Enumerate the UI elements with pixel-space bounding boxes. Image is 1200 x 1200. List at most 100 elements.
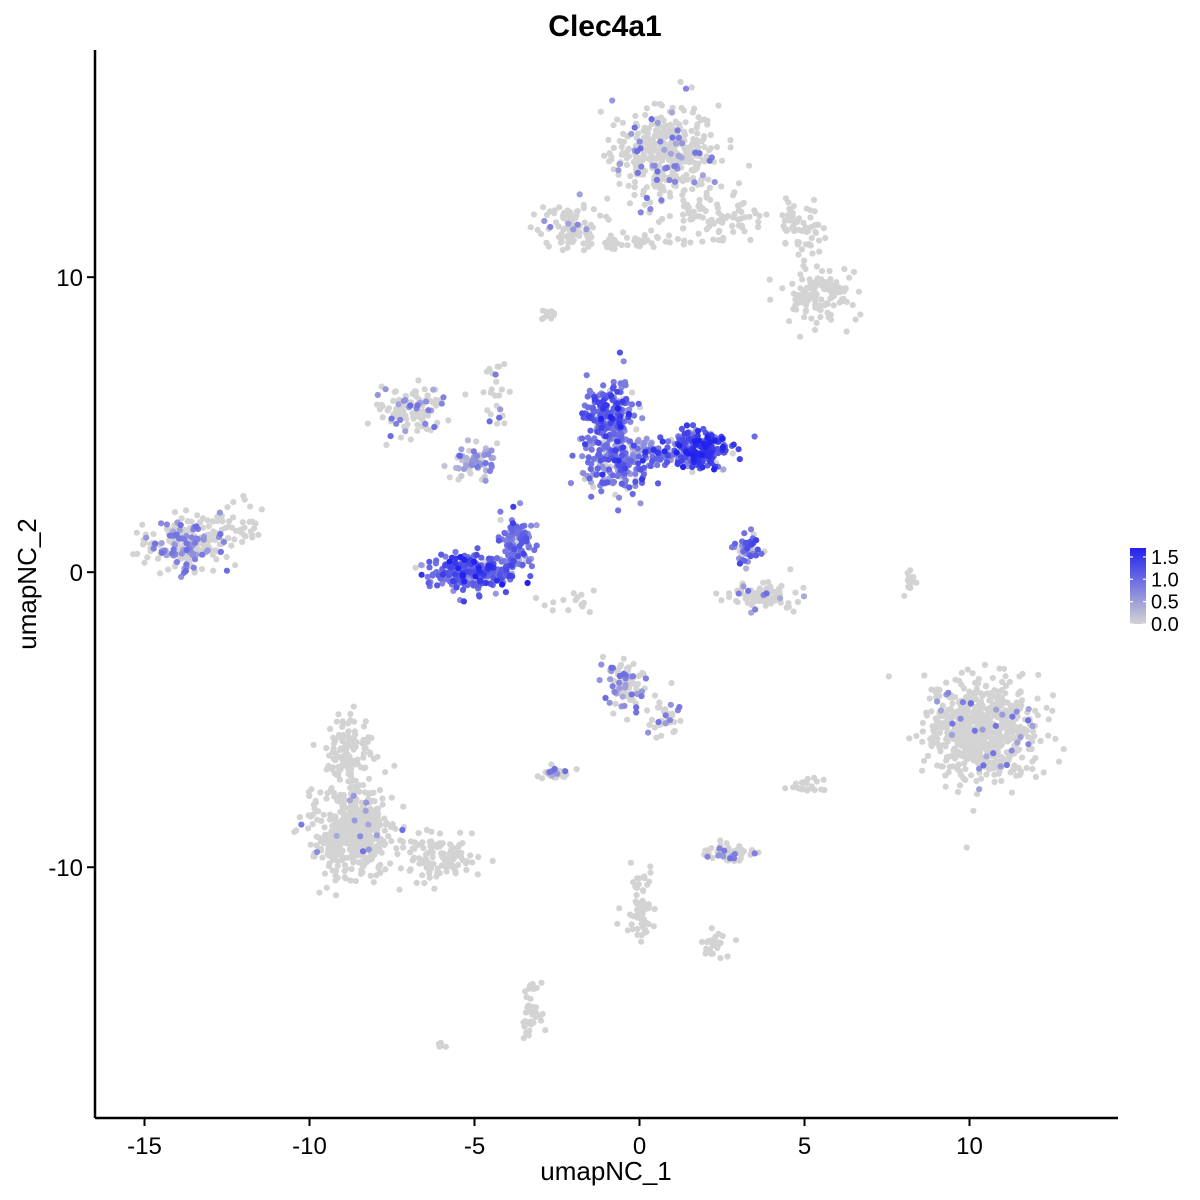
cell-point (350, 812, 357, 819)
cell-point (199, 524, 207, 531)
cell-point (619, 229, 627, 236)
cell-point (695, 160, 702, 167)
cell-point (659, 129, 666, 136)
cell-point (1011, 723, 1018, 730)
cell-point (475, 853, 482, 861)
cell-point (565, 220, 572, 227)
cell-point (846, 274, 853, 281)
cell-point (913, 732, 920, 740)
cell-point (986, 733, 993, 740)
cell-point (680, 463, 687, 471)
cell-point (1018, 697, 1026, 704)
cell-point (589, 224, 596, 231)
cell-point (590, 587, 597, 594)
cell-point (319, 854, 326, 861)
cell-point (340, 798, 348, 806)
cell-point (991, 771, 998, 778)
cell-point (431, 423, 438, 431)
cell-point (641, 201, 649, 208)
cell-point (809, 250, 816, 257)
cell-point (485, 451, 492, 458)
cell-point (620, 130, 627, 137)
cell-point (343, 840, 350, 847)
cell-point (638, 909, 645, 916)
cell-point (939, 742, 947, 749)
cell-point (347, 743, 354, 750)
cell-point (467, 852, 474, 859)
cell-point (664, 459, 671, 466)
cell-point (670, 729, 677, 736)
cell-point (823, 300, 831, 307)
cell-point (826, 267, 833, 275)
cell-point (476, 593, 483, 600)
cell-point (334, 823, 341, 830)
cell-point (945, 769, 952, 776)
cell-point (672, 118, 679, 125)
cell-point (468, 462, 475, 469)
cell-point (629, 389, 636, 396)
cell-point (345, 734, 352, 741)
cell-point (760, 579, 767, 586)
cell-point (382, 866, 389, 873)
cell-point (339, 737, 346, 745)
cell-point (423, 864, 430, 871)
y-tick-label: 10 (56, 265, 83, 292)
cell-point (661, 448, 668, 455)
cell-point (158, 549, 166, 556)
cell-point (765, 579, 772, 586)
cell-point (1029, 758, 1036, 765)
cell-point (633, 242, 640, 249)
cell-point (359, 848, 367, 855)
cell-point (530, 211, 538, 218)
cell-point (430, 860, 437, 867)
cell-point (463, 866, 470, 874)
cell-point (519, 523, 526, 530)
cell-point (651, 724, 658, 731)
cell-point (998, 697, 1005, 705)
cell-point (658, 197, 665, 204)
cell-point (374, 401, 381, 408)
cell-point (558, 238, 565, 245)
cell-point (291, 828, 298, 836)
cell-point (494, 420, 501, 427)
cell-point (486, 365, 493, 372)
cell-point (178, 515, 185, 522)
cell-point (555, 223, 562, 230)
cell-point (691, 105, 698, 112)
cell-point (144, 554, 151, 561)
cell-point (421, 386, 428, 393)
cell-point (1049, 692, 1057, 699)
cell-point (629, 879, 637, 886)
cell-point (741, 530, 748, 537)
cell-point (787, 566, 794, 573)
cell-point (619, 693, 626, 700)
cell-point (352, 823, 359, 830)
cell-point (538, 979, 545, 986)
cell-point (1003, 707, 1010, 715)
cell-point (1010, 734, 1017, 741)
cell-point (188, 534, 195, 541)
cell-point (486, 467, 494, 475)
cell-point (681, 237, 688, 244)
cell-point (520, 550, 527, 557)
cell-point (375, 842, 382, 850)
cell-point (321, 824, 328, 831)
cell-point (231, 536, 238, 543)
cell-point (615, 171, 622, 178)
cell-point (230, 514, 237, 521)
cell-point (379, 795, 386, 802)
cell-point (296, 814, 303, 821)
cell-point (756, 585, 763, 592)
cell-point (998, 777, 1005, 785)
cell-point (676, 442, 683, 449)
cell-point (654, 462, 661, 469)
cell-point (194, 512, 201, 519)
cell-point (1016, 673, 1023, 680)
cell-point (774, 590, 781, 597)
cell-point (498, 386, 505, 393)
cell-point (639, 157, 646, 164)
cell-point (428, 828, 435, 835)
cell-point (242, 533, 249, 540)
cell-point (999, 711, 1006, 718)
cell-point (367, 872, 374, 879)
